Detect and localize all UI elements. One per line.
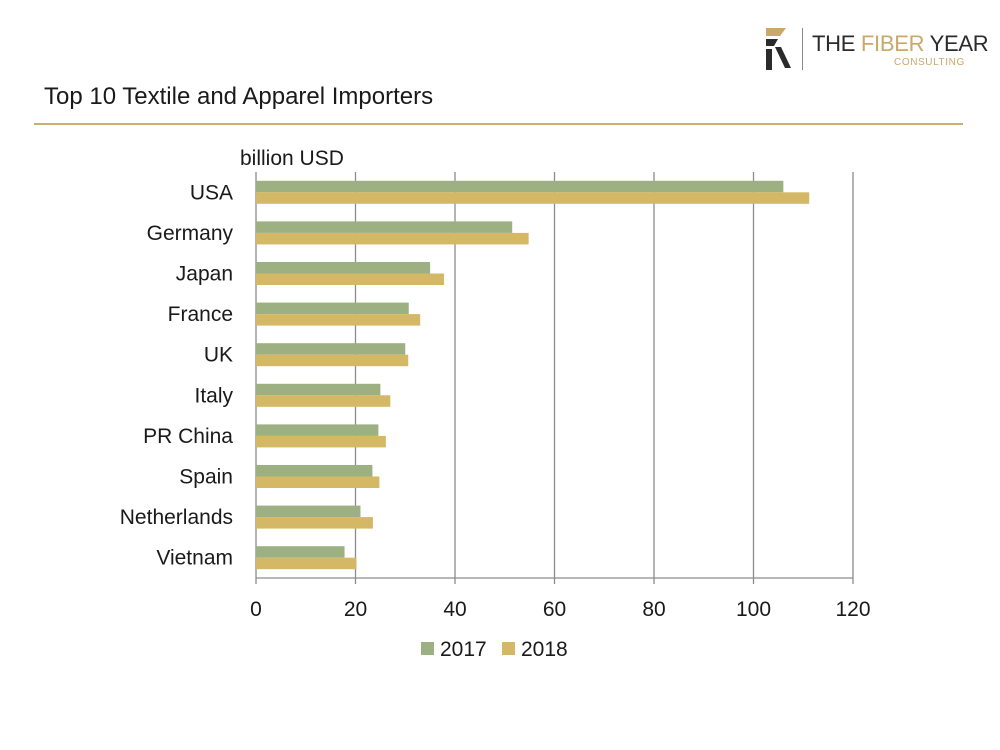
x-tick-label: 60 [543, 598, 566, 621]
category-label: Vietnam [156, 547, 233, 570]
bar-2018-italy [256, 395, 391, 407]
x-tick-label: 0 [250, 598, 262, 621]
legend-label-2018: 2018 [521, 638, 568, 661]
x-tick-label: 120 [835, 598, 870, 621]
x-tick-labels: 0 20 40 60 80 100 120 [250, 598, 870, 621]
title-rule [34, 123, 963, 125]
bar-2017-netherlands [256, 505, 361, 518]
chart-title: Top 10 Textile and Apparel Importers [44, 83, 434, 110]
bar-2018-netherlands [256, 517, 373, 529]
bar-2018-pr-china [256, 435, 386, 448]
category-label: Japan [176, 263, 233, 286]
logo-divider [802, 28, 803, 70]
y-axis-unit-label: billion USD [240, 147, 344, 170]
bar-2018-spain [256, 476, 380, 488]
bar-2017-japan [256, 262, 431, 274]
logo-word-the: THE [812, 31, 856, 56]
bar-2017-germany [256, 221, 513, 233]
category-label: Spain [179, 466, 233, 489]
category-label: France [168, 303, 233, 326]
bar-2018-vietnam [256, 557, 357, 570]
legend-label-2017: 2017 [440, 638, 487, 661]
legend-swatch-2018 [502, 642, 515, 655]
category-labels: USA Germany Japan France UK Italy PR China Spai… [120, 181, 234, 569]
category-label: Netherlands [120, 506, 233, 529]
bar-2018-japan [256, 273, 445, 285]
logo-wordmark: THE FIBER YEAR [812, 31, 989, 56]
x-tick-label: 80 [642, 598, 665, 621]
category-label: PR China [143, 425, 233, 448]
bar-2017-vietnam [256, 546, 345, 558]
bar-2018-germany [256, 232, 529, 245]
x-tick-label: 20 [344, 598, 367, 621]
bar-2017-italy [256, 383, 381, 396]
logo-mark-icon [766, 28, 791, 70]
legend-swatch-2017 [421, 642, 434, 655]
legend: 2017 2018 [421, 638, 568, 661]
category-label: Italy [194, 384, 233, 407]
bar-2017-uk [256, 343, 406, 355]
category-label: UK [204, 344, 233, 367]
category-label: Germany [147, 222, 234, 245]
x-tick-label: 40 [443, 598, 466, 621]
x-tick-label: 100 [736, 598, 771, 621]
category-label: USA [190, 181, 233, 204]
logo-subtitle: CONSULTING [894, 57, 965, 68]
logo-word-year: YEAR [929, 31, 989, 56]
bar-2018-uk [256, 354, 409, 367]
bar-2017-usa [256, 180, 784, 193]
logo-word-fiber: FIBER [860, 31, 925, 56]
bar-2018-france [256, 314, 421, 326]
bar-2017-pr-china [256, 424, 379, 436]
bars [256, 180, 810, 570]
bar-2018-usa [256, 192, 810, 204]
bar-2017-france [256, 302, 409, 315]
bar-2017-spain [256, 465, 373, 477]
